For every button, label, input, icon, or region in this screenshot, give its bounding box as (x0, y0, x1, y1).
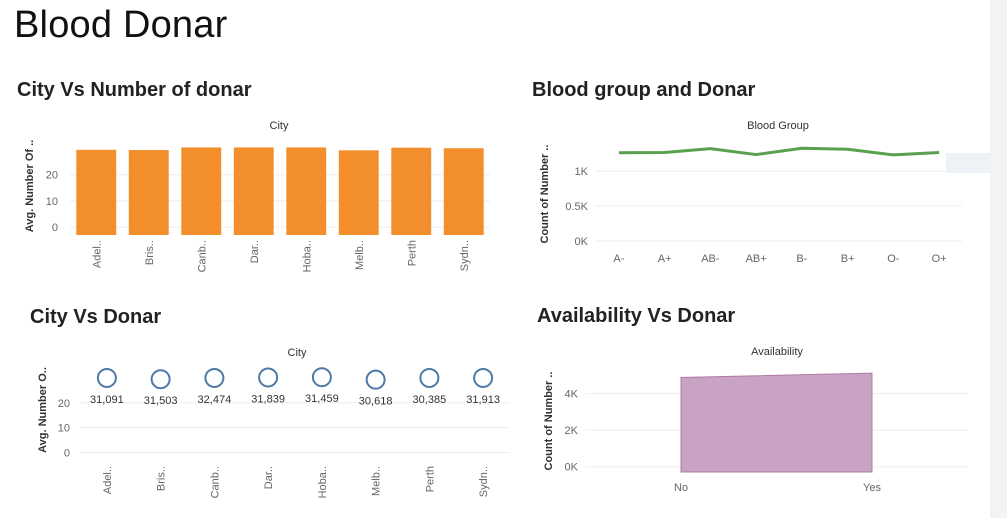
bar[interactable] (128, 150, 169, 235)
collapsed-panel-tab[interactable] (946, 153, 990, 173)
scatter-point[interactable] (311, 367, 332, 388)
x-tick-label: Adel.. (91, 240, 103, 268)
area-fill[interactable] (680, 372, 873, 473)
page-title: Blood Donar (14, 4, 228, 46)
x-tick-label: Perth (424, 466, 436, 492)
chart-title: City (288, 347, 307, 359)
x-tick-label: Adel.. (102, 466, 114, 494)
y-tick-label: 0K (565, 462, 579, 474)
y-tick-label: 0 (64, 448, 70, 460)
y-axis-label: Avg. Number O.. (37, 367, 49, 453)
bar[interactable] (76, 149, 117, 235)
scatter-point[interactable] (365, 369, 386, 390)
x-tick-label: Bris.. (156, 466, 168, 491)
section-title-city-vs-number: City Vs Number of donar (17, 79, 252, 101)
series-line[interactable] (618, 146, 940, 157)
y-tick-label: 10 (58, 423, 70, 435)
x-tick-label: A- (613, 253, 624, 265)
y-tick-label: 4K (565, 389, 579, 401)
chart-city-vs-donar: City Avg. Number O.. 0 10 20 31,091 31,503 3… (37, 347, 510, 498)
x-tick-label: Melb.. (354, 240, 366, 270)
data-label: 31,459 (305, 393, 339, 405)
y-axis-label: Avg. Number Of .. (24, 140, 36, 233)
bar[interactable] (233, 147, 274, 235)
y-tick-label: 0K (575, 236, 589, 248)
data-label: 30,618 (359, 396, 393, 408)
y-tick-label: 20 (46, 170, 58, 182)
y-tick-label: 1K (575, 166, 589, 178)
data-label: 31,839 (251, 393, 285, 405)
x-tick-label: O+ (932, 253, 947, 265)
y-tick-label: 10 (46, 196, 58, 208)
chart-title: City (270, 120, 289, 132)
scatter-point[interactable] (96, 367, 117, 388)
bar[interactable] (286, 147, 327, 235)
bar[interactable] (181, 147, 222, 235)
x-tick-label: Dar.. (249, 240, 261, 263)
data-label: 31,503 (144, 395, 178, 407)
x-tick-label: O- (887, 253, 900, 265)
data-label: 31,913 (466, 394, 500, 406)
x-tick-label: Dar.. (263, 466, 275, 489)
x-tick-label: Melb.. (371, 466, 383, 496)
y-axis-label: Count of Number .. (539, 145, 551, 244)
data-label: 32,474 (198, 394, 232, 406)
y-tick-label: 0 (52, 222, 58, 234)
chart-title: Blood Group (747, 120, 809, 132)
y-tick-label: 2K (565, 425, 579, 437)
chart-city-vs-number: City Avg. Number Of .. 0 10 20 Adel.. Bris.… (24, 120, 490, 272)
x-tick-label: B+ (841, 253, 855, 265)
x-tick-label: Perth (406, 240, 418, 266)
data-label: 31,091 (90, 394, 124, 406)
section-title-availability-vs-donar: Availability Vs Donar (537, 305, 736, 327)
y-tick-label: 20 (58, 398, 70, 410)
chart-title: Availability (751, 346, 803, 358)
x-tick-label: Hoba.. (317, 466, 329, 498)
x-tick-label: AB- (701, 253, 720, 265)
x-tick-label: Sydn.. (478, 466, 490, 497)
x-tick-label: A+ (658, 253, 672, 265)
x-tick-label: Canb.. (196, 240, 208, 272)
scatter-point[interactable] (258, 367, 279, 388)
bar[interactable] (338, 150, 379, 235)
scatter-point[interactable] (419, 367, 440, 388)
x-tick-label: Bris.. (144, 240, 156, 265)
bar[interactable] (391, 147, 432, 235)
x-tick-label: AB+ (746, 253, 767, 265)
scatter-point[interactable] (150, 369, 171, 390)
x-tick-label: Canb.. (209, 466, 221, 498)
x-tick-label: Sydn.. (459, 240, 471, 271)
bar[interactable] (443, 148, 484, 235)
section-title-bloodgroup-vs-donar: Blood group and Donar (532, 79, 756, 101)
x-tick-label: B- (796, 253, 807, 265)
scatter-point[interactable] (204, 367, 225, 388)
y-tick-label: 0.5K (565, 201, 588, 213)
data-label: 30,385 (413, 394, 447, 406)
chart-bloodgroup-vs-donar: Blood Group Count of Number .. 0K0.5K1K … (539, 120, 962, 265)
x-tick-label: Yes (863, 482, 881, 494)
section-title-city-vs-donar: City Vs Donar (30, 306, 162, 328)
x-tick-label: Hoba.. (301, 240, 313, 272)
scatter-point[interactable] (473, 367, 494, 388)
right-edge-strip (990, 0, 1007, 518)
x-tick-label: No (674, 482, 688, 494)
y-axis-label: Count of Number .. (543, 372, 555, 471)
